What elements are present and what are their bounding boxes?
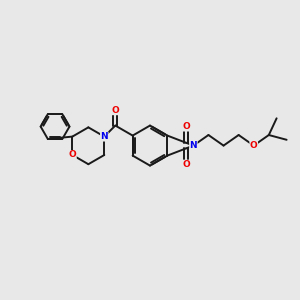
Text: O: O [250,141,258,150]
Text: O: O [111,106,119,115]
Text: O: O [68,151,76,160]
Text: N: N [100,132,108,141]
Text: O: O [182,122,190,131]
Text: N: N [190,141,197,150]
Text: O: O [182,160,190,169]
